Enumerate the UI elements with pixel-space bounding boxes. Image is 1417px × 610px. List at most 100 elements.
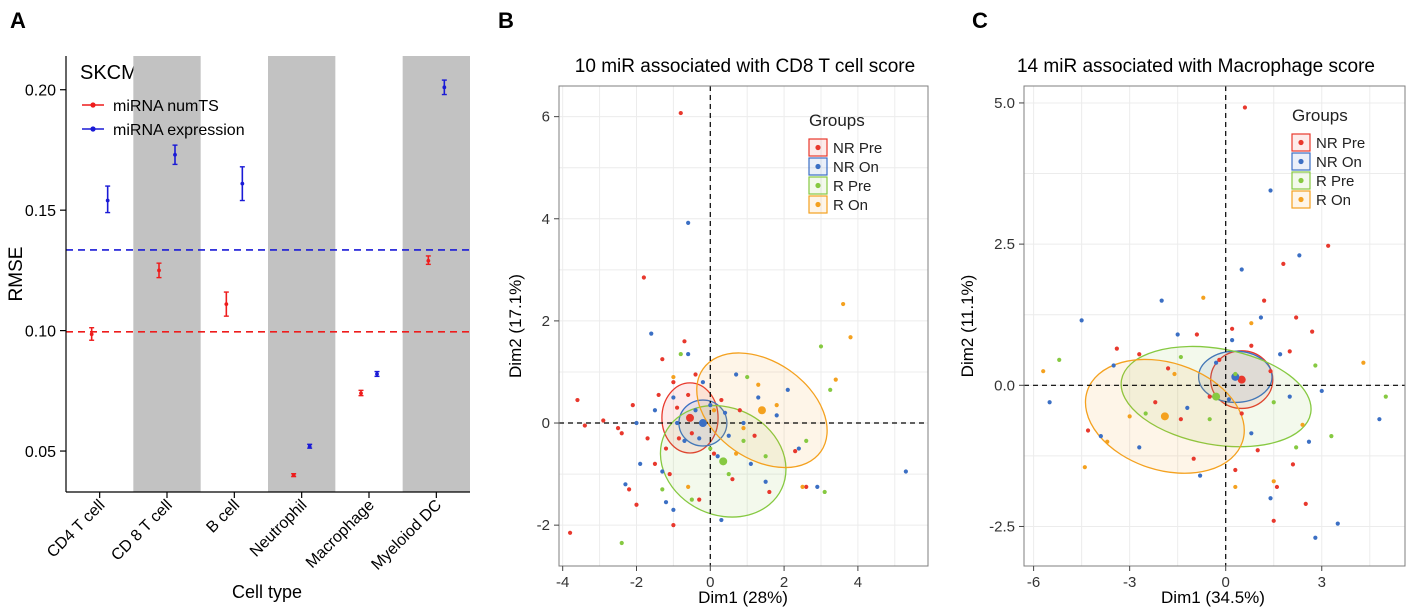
point-nr-pre [1165, 366, 1171, 371]
point-r-pre [1271, 400, 1276, 405]
errorbar-mean-point [224, 302, 229, 307]
panel-c-y-axis-label: Dim2 (11.1%) [958, 275, 977, 378]
panel-letter-b: B [498, 8, 514, 33]
point-nr-on [748, 461, 753, 466]
point-nr-on [756, 395, 761, 400]
point-nr-on [671, 507, 676, 512]
y-tick-label: 6 [542, 109, 550, 126]
point-nr-pre [1310, 329, 1315, 334]
point-nr-on [1159, 298, 1164, 303]
point-nr-pre [1085, 428, 1091, 433]
point-nr-on [1185, 405, 1190, 410]
point-nr-pre [1153, 400, 1158, 405]
shaded-band-cd-8-t-cell [133, 56, 201, 492]
point-nr-on [1175, 332, 1180, 337]
point-nr-pre [641, 275, 646, 280]
point-r-pre [1057, 357, 1062, 362]
point-nr-on [1287, 394, 1292, 399]
legend-key-dot-expression [90, 126, 96, 132]
x-tick-label: -3 [1123, 574, 1136, 591]
point-nr-on [663, 500, 669, 505]
y-tick-label: -2.5 [989, 518, 1015, 535]
point-nr-on [1079, 318, 1084, 323]
legend-label: R Pre [833, 178, 871, 195]
point-nr-on [697, 436, 702, 441]
point-nr-pre [1255, 448, 1260, 453]
point-r-pre [745, 374, 750, 380]
legend-title: Groups [1292, 106, 1348, 125]
point-nr-pre [1249, 343, 1254, 348]
point-r-on [1201, 295, 1206, 300]
point-r-pre [1233, 371, 1238, 377]
centroid-r-on [757, 406, 766, 415]
legend-title: Groups [809, 111, 865, 130]
panel-a-title: SKCM [80, 62, 138, 84]
x-tick-label: Macrophage [303, 497, 378, 572]
point-r-pre [741, 438, 746, 443]
point-nr-pre [1242, 105, 1248, 110]
errorbar-numts-2 [223, 291, 229, 317]
point-nr-on [796, 446, 801, 451]
point-r-pre [1383, 394, 1388, 399]
point-nr-pre [1274, 484, 1280, 490]
legend-key-dot [1298, 196, 1304, 203]
point-r-pre [822, 489, 827, 495]
point-nr-on [686, 351, 691, 357]
point-nr-pre [1281, 261, 1286, 266]
point-nr-on [734, 372, 739, 377]
panel-a-x-axis-label: Cell type [232, 582, 302, 602]
x-tick-label: B cell [203, 497, 243, 537]
point-nr-on [815, 484, 820, 489]
shaded-band-myeloiod-dc [402, 56, 470, 492]
point-r-pre [818, 344, 824, 349]
x-tick-label: 4 [854, 574, 862, 591]
panel-letter-a: A [10, 8, 26, 33]
point-r-pre [660, 487, 665, 492]
legend-key-dot [815, 144, 821, 151]
shaded-band-neutrophil [268, 56, 336, 492]
point-nr-pre [752, 433, 757, 438]
y-tick-label: 0.15 [25, 203, 56, 220]
point-nr-pre [1137, 352, 1142, 357]
panel-a-y-axis-label: RMSE [6, 247, 27, 302]
point-nr-on [708, 403, 713, 408]
y-tick-label: 0.20 [25, 83, 56, 100]
point-nr-on [693, 408, 698, 413]
point-r-on [848, 335, 853, 340]
point-nr-on [763, 479, 768, 484]
x-tick-label: Myeloiod DC [368, 497, 445, 574]
point-nr-on [1098, 434, 1103, 439]
legend-key-dot-numts [90, 102, 96, 108]
point-nr-on [649, 331, 654, 336]
point-nr-on [700, 380, 706, 385]
point-nr-on [741, 420, 746, 426]
x-tick-label: 3 [1318, 574, 1326, 591]
centroid-nr-pre [685, 413, 694, 422]
point-nr-on [671, 395, 676, 400]
errorbar-mean-point [105, 198, 110, 203]
errorbar-numts-1 [156, 262, 162, 279]
point-r-on [756, 382, 761, 387]
legend-label: NR On [1316, 154, 1362, 171]
point-nr-on [1278, 352, 1283, 357]
point-nr-on [1319, 388, 1324, 394]
point-nr-pre [1230, 326, 1235, 331]
point-nr-on [1197, 473, 1203, 478]
legend-key-dot [1298, 177, 1304, 184]
point-nr-on [1047, 400, 1052, 405]
point-nr-pre [660, 357, 665, 362]
y-tick-label: 4 [542, 211, 550, 228]
panel-b-pca-chart: B 10 miR associated with CD8 T cell scor… [498, 8, 929, 607]
centroid-nr-on [1231, 372, 1240, 381]
y-tick-label: 2.5 [994, 236, 1015, 253]
y-tick-label: -2 [537, 517, 550, 534]
y-tick-label: 0 [542, 415, 550, 432]
panel-a-legend: miRNA numTS miRNA expression [82, 98, 245, 139]
point-nr-pre [674, 405, 680, 410]
point-nr-pre [1194, 332, 1199, 337]
point-nr-pre [793, 449, 798, 454]
errorbar-numts-0 [89, 327, 95, 341]
point-r-pre [1329, 434, 1334, 439]
point-r-on [1172, 371, 1177, 377]
